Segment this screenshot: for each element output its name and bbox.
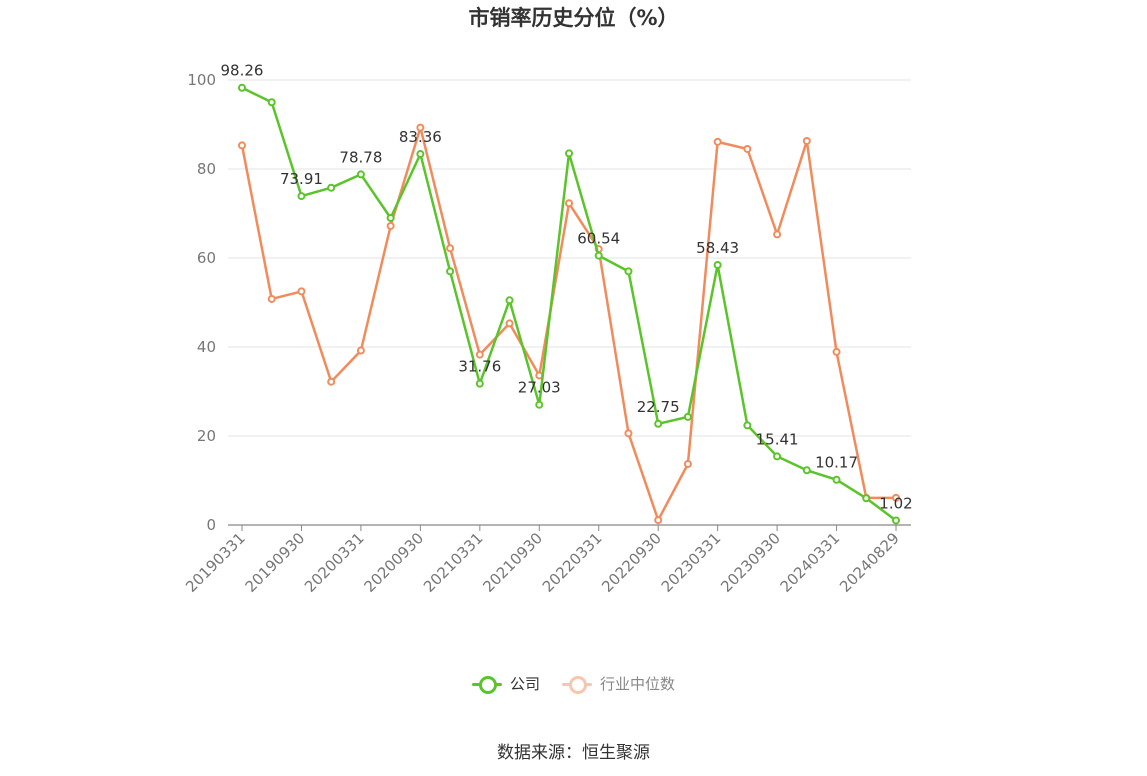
- legend-item-industry[interactable]: 行业中位数: [562, 673, 675, 694]
- data-point: [505, 319, 514, 328]
- x-tick-label: 20210331: [420, 529, 487, 596]
- data-point: [802, 136, 811, 145]
- data-point: [892, 493, 900, 502]
- data-label: 15.41: [756, 430, 799, 448]
- y-axis-ticks: 0 20 40 60 80 100: [187, 71, 216, 534]
- x-tick-label: 20200331: [301, 529, 368, 596]
- data-point: [475, 379, 484, 388]
- data-point: [594, 251, 603, 260]
- y-tick-label: 80: [197, 160, 216, 178]
- legend-swatch-industry: [562, 674, 592, 694]
- y-tick-label: 60: [197, 249, 216, 267]
- data-label: 22.75: [637, 398, 680, 416]
- data-point: [267, 294, 276, 303]
- y-tick-label: 100: [187, 71, 216, 89]
- data-label: 73.91: [280, 170, 323, 188]
- data-point: [356, 170, 365, 179]
- data-point: [773, 230, 782, 239]
- data-label: 58.43: [696, 239, 739, 257]
- data-point: [654, 419, 663, 428]
- data-point: [892, 516, 900, 525]
- data-label: 1.02: [879, 494, 912, 512]
- data-point: [802, 466, 811, 475]
- data-label: 60.54: [577, 230, 620, 248]
- data-point: [862, 494, 871, 503]
- data-point: [683, 412, 692, 421]
- data-point: [565, 149, 573, 158]
- data-labels: 98.26 73.91 78.78 83.36 31.76 27.03 60.54 22.75…: [221, 62, 913, 513]
- data-point: [238, 83, 246, 92]
- data-point: [713, 260, 722, 269]
- data-point: [386, 213, 395, 222]
- data-point: [446, 244, 455, 253]
- y-tick-label: 20: [197, 427, 216, 445]
- data-label: 31.76: [458, 358, 501, 376]
- data-point: [416, 150, 425, 159]
- data-point: [327, 183, 336, 192]
- x-tick-label: 20190331: [182, 529, 249, 596]
- legend: 公司 行业中位数: [0, 673, 1147, 694]
- data-point: [297, 192, 306, 201]
- data-point: [446, 267, 455, 276]
- data-point: [475, 350, 484, 359]
- x-tick-label: 20220331: [539, 529, 606, 596]
- data-point: [624, 267, 633, 276]
- data-point: [773, 452, 782, 461]
- data-label: 83.36: [399, 128, 442, 146]
- data-source: 数据来源：恒生聚源: [497, 743, 650, 763]
- legend-item-company[interactable]: 公司: [471, 673, 540, 694]
- legend-label-industry: 行业中位数: [600, 675, 676, 693]
- data-point: [565, 199, 573, 208]
- x-tick-label: 20240331: [777, 529, 844, 596]
- chart-title: 市销率历史分位（%）: [468, 6, 679, 30]
- data-point: [624, 429, 633, 438]
- data-point: [683, 460, 692, 469]
- data-point: [238, 141, 246, 150]
- data-point: [832, 347, 841, 356]
- data-point: [297, 287, 306, 296]
- y-tick-label: 40: [197, 338, 216, 356]
- data-point: [743, 421, 752, 430]
- x-axis: 2019033120190930202003312020093020210331…: [182, 524, 911, 596]
- data-point: [654, 516, 663, 525]
- grid-lines: [228, 79, 911, 437]
- data-point: [743, 144, 752, 153]
- data-point: [505, 296, 514, 305]
- x-tick-label: 20230930: [717, 529, 784, 596]
- x-tick-label: 20240829: [836, 529, 903, 596]
- data-label: 10.17: [815, 454, 858, 472]
- series-line-1: [240, 126, 896, 522]
- series-group: [238, 83, 900, 525]
- data-label: 78.78: [339, 148, 382, 166]
- data-point: [416, 123, 425, 132]
- legend-swatch-company: [471, 674, 502, 694]
- data-point: [832, 475, 841, 484]
- data-point: [713, 137, 722, 146]
- x-tick-label: 20210930: [479, 529, 546, 596]
- data-label: 98.26: [221, 62, 264, 80]
- x-tick-label: 20200930: [360, 529, 427, 596]
- data-point: [356, 346, 365, 355]
- data-point: [267, 98, 276, 107]
- data-point: [386, 221, 395, 230]
- y-tick-label: 0: [206, 516, 216, 534]
- data-point: [327, 377, 336, 386]
- legend-label-company: 公司: [509, 675, 540, 693]
- x-tick-label: 20190930: [242, 529, 309, 596]
- data-label: 27.03: [518, 379, 561, 397]
- x-tick-label: 20220930: [598, 529, 665, 596]
- data-point: [535, 400, 544, 409]
- x-tick-label: 20230331: [658, 529, 725, 596]
